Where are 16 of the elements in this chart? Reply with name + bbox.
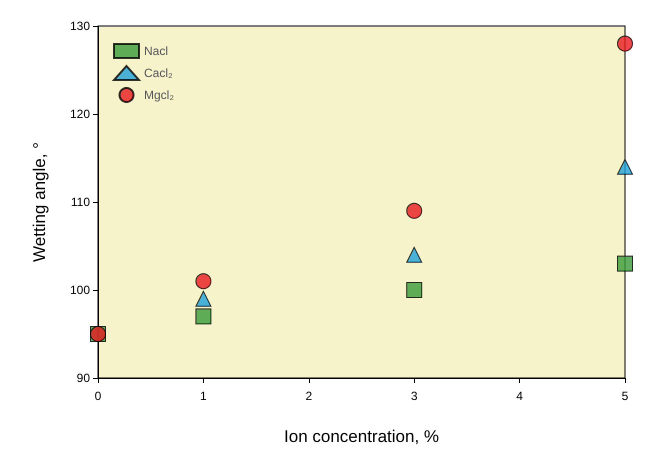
legend-label: Cacl₂ <box>144 66 174 80</box>
legend-label: Mgcl₂ <box>144 88 174 102</box>
y-tick-label: 130 <box>70 19 90 33</box>
x-tick-label: 5 <box>622 389 629 403</box>
x-tick-label: 3 <box>410 389 418 403</box>
x-tick-label: 0 <box>94 389 102 403</box>
y-tick-label: 110 <box>70 195 90 209</box>
x-tick-label: 2 <box>305 389 312 403</box>
legend-label: Nacl <box>144 44 168 58</box>
x-axis-title: Ion concentration, % <box>284 427 439 446</box>
y-axis-title: Wetting angle, ° <box>30 142 49 262</box>
y-tick-label: 100 <box>70 283 90 297</box>
y-tick-label: 120 <box>70 107 90 121</box>
y-tick-label: 90 <box>76 371 90 385</box>
x-tick-label: 1 <box>200 389 208 403</box>
x-tick-label: 4 <box>516 389 524 403</box>
